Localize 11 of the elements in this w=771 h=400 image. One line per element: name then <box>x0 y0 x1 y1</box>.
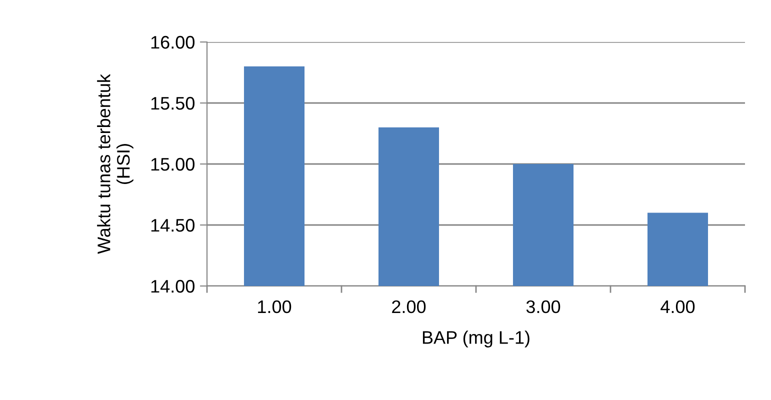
y-tick-label: 14.00 <box>151 280 194 293</box>
y-tick-label: 14.50 <box>151 218 194 232</box>
y-tick-label: 16.00 <box>151 36 194 49</box>
x-tick-label: 1.00 <box>258 300 292 314</box>
x-tick-label: 2.00 <box>392 300 426 314</box>
x-axis-title: BAP (mg L-1) <box>422 330 530 348</box>
y-tick-label: 15.00 <box>151 158 194 171</box>
x-tick-label: 3.00 <box>526 300 560 314</box>
y-axis-title: Waktu tunas terbentuk (HSI) <box>97 74 134 254</box>
x-tick-label: 4.00 <box>660 300 695 314</box>
y-tick-label: 15.50 <box>151 96 194 110</box>
